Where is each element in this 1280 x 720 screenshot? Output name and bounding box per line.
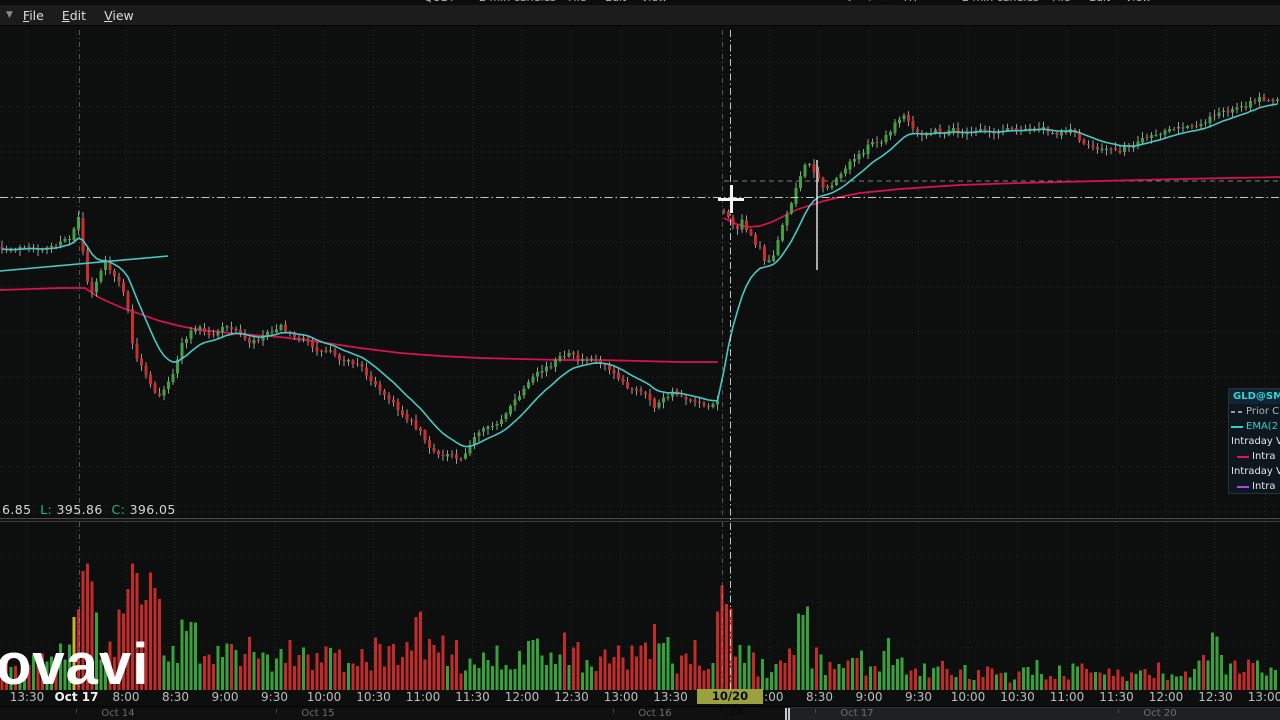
legend-line-swatch [1237,455,1249,458]
axis-label: 13:30 [9,690,45,704]
axis-label: 12:30 [1198,690,1233,704]
menu-caret-icon[interactable]: ▼ [6,10,13,20]
navigator-date-label: Oct 20 [1143,708,1177,719]
legend-row-label: Intraday V [1231,436,1280,447]
clipped-window-text: View [1125,0,1151,4]
legend-row: Intraday V [1229,434,1280,449]
clipped-window-text: TH [902,0,917,4]
clipped-window-text: 2 min candles [962,0,1039,4]
legend-row: Intra [1229,449,1280,464]
clipped-window-text: ✕ [884,0,893,4]
legend-row-label: Intra [1252,451,1276,462]
clipped-window-text: View [641,0,667,4]
axis-label: 8:00 [756,690,784,704]
session-separator-line [722,30,723,690]
axis-label: 9:00 [855,690,883,704]
axis-label: 8:00 [112,690,140,704]
clipped-window-text: File [1052,0,1070,4]
axis-label: 10:00 [950,690,986,704]
axis-label: 13:00 [603,690,639,704]
clipped-window-text: 2 min candles [479,0,556,4]
indicator-legend: GLD@SMA Prior C EMA(2 Intraday V Intra Intra… [1228,388,1280,494]
clipped-window-text: QUBT [424,0,455,4]
axis-label: 12:30 [554,690,589,704]
axis-label: 12:00 [1148,690,1184,704]
navigator-tick [76,709,77,713]
clipped-window-text: Edit [1089,0,1110,4]
navigator-date-label: Oct 15 [301,708,335,719]
clipped-window-text: ⌄ [845,0,854,4]
axis-label: 13:30 [653,690,688,704]
legend-row-label: Intraday V [1231,466,1280,477]
time-axis: 13:30 Oct 17 8:00 8:30 9:00 9:30 10:00 10:30 11:… [0,688,1280,706]
legend-line-swatch [1237,485,1249,488]
axis-label: 11:30 [1099,690,1134,704]
axis-label: 10:30 [1000,690,1035,704]
axis-label: 8:30 [806,690,833,704]
legend-dash-swatch [1231,410,1243,413]
clipped-window-text: Edit [605,0,626,4]
navigator-date-label: Oct 14 [101,708,135,719]
legend-line-swatch [1231,425,1243,428]
legend-row-label: Prior C [1246,406,1280,417]
legend-row: EMA(2 [1229,419,1280,434]
menu-view[interactable]: View [104,7,134,23]
navigator-thumb[interactable] [787,707,1280,720]
menu-bar: ▼ File Edit View [0,5,1280,26]
legend-row: Intra [1229,479,1280,493]
clipped-window-text: ⟳ [866,0,875,4]
legend-row-label: EMA(2 [1246,421,1279,432]
legend-row: Intraday V [1229,464,1280,479]
axis-label: 11:30 [455,690,490,704]
navigator-tick [1118,709,1119,713]
navigator-tick [276,709,277,713]
navigator-date-label: Oct 16 [638,708,672,719]
menu-file[interactable]: File [22,7,44,23]
axis-label: 9:00 [211,690,239,704]
navigator-tick [815,709,816,713]
axis-label: 10:30 [356,690,391,704]
axis-label: 11:00 [405,690,441,704]
clipped-window-text: File [568,0,586,4]
ohlc-status-line: 6.85 L: 395.86 C: 396.05 [2,502,176,517]
crosshair-horizontal-line [0,197,1280,198]
crosshair-vertical-line [730,30,731,690]
axis-label: Oct 17 [54,690,99,704]
chart-canvas[interactable] [0,26,1280,720]
crosshair-time-badge: 10/20 7:34 [697,689,763,718]
axis-label: 8:30 [162,690,189,704]
navigator-date-label: Oct 17 [840,708,874,719]
axis-label: 9:30 [261,690,288,704]
navigator-tick [613,709,614,713]
navigator-handle-icon[interactable] [785,708,790,720]
clipped-background-windows: QUBT 2 min candles File Edit View ⌄ ⟳ ✕ TH 2 min … [0,0,1280,5]
movavi-watermark: ovavi [0,632,150,697]
pane-separator[interactable] [0,518,1280,522]
legend-row-label: Intra [1252,481,1276,492]
menu-edit[interactable]: Edit [61,7,87,23]
axis-label: 9:30 [905,690,932,704]
axis-label: 10:00 [306,690,342,704]
timeline-navigator[interactable]: Oct 14 Oct 15 Oct 16 Oct 17 Oct 20 [0,706,1280,720]
session-separator-line [79,30,80,690]
axis-label: 12:00 [504,690,540,704]
axis-label: 13:00 [1247,690,1280,704]
legend-title: GLD@SMA [1229,389,1280,404]
legend-row: Prior C [1229,404,1280,419]
axis-label: 11:00 [1049,690,1085,704]
